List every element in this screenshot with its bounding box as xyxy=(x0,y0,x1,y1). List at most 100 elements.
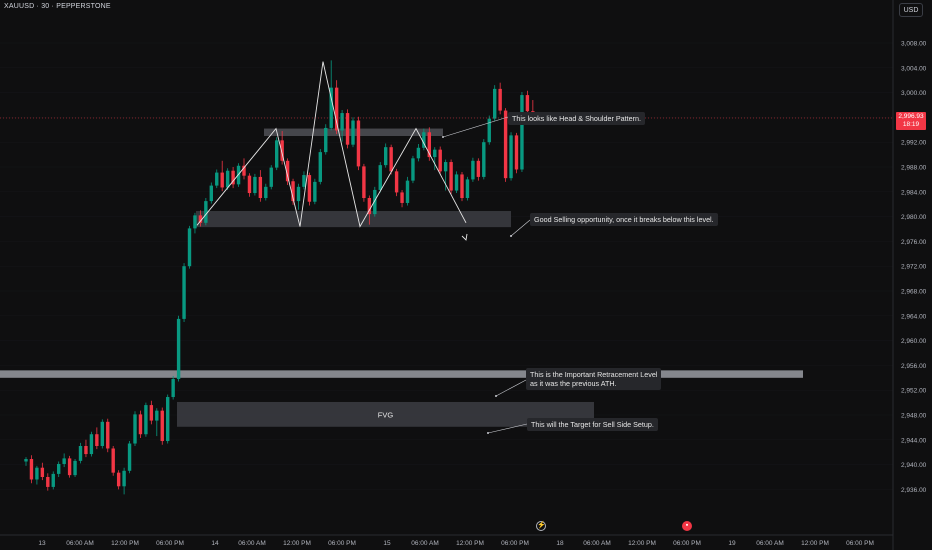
previous-ath-level[interactable] xyxy=(0,370,803,378)
time-tick-label: 19 xyxy=(728,540,736,547)
candle-body xyxy=(460,174,464,198)
time-tick-label: 06:00 AM xyxy=(756,540,783,547)
candle-body xyxy=(449,162,453,191)
candle-body xyxy=(509,135,513,179)
pattern-arrowhead xyxy=(461,233,468,241)
bar-countdown: 18:19 xyxy=(902,121,920,128)
time-tick-label: 06:00 PM xyxy=(501,540,529,547)
time-tick-label: 12:00 PM xyxy=(801,540,829,547)
time-tick-label: 06:00 AM xyxy=(411,540,438,547)
price-tick-label: 3,000.00 xyxy=(901,90,927,97)
candle-body xyxy=(400,192,404,203)
candle-body xyxy=(95,434,99,446)
fvg-zone[interactable] xyxy=(177,401,594,427)
candle-body xyxy=(67,458,72,476)
currency-button[interactable]: USD xyxy=(899,3,923,17)
last-price-badge: 2,996.93 18:19 xyxy=(896,112,926,130)
candle-body xyxy=(253,176,257,194)
candle-body xyxy=(367,198,372,215)
candle-body xyxy=(51,473,55,487)
candle-body xyxy=(269,167,273,187)
candle-body xyxy=(62,458,66,464)
price-tick-label: 2,980.00 xyxy=(901,214,927,221)
candle-body xyxy=(356,120,361,167)
price-tick-label: 2,944.00 xyxy=(901,437,927,444)
time-tick-label: 12:00 PM xyxy=(628,540,656,547)
candle-body xyxy=(247,175,252,194)
candle-body xyxy=(313,181,317,202)
candle-body xyxy=(242,165,246,176)
price-tick-label: 2,952.00 xyxy=(901,388,927,395)
candle-body xyxy=(324,127,328,153)
candle-body xyxy=(133,414,137,444)
pattern-polyline xyxy=(196,61,467,228)
candle-body xyxy=(57,463,61,474)
candle-body xyxy=(318,152,322,182)
time-tick-label: 06:00 AM xyxy=(583,540,610,547)
time-tick-label: 06:00 AM xyxy=(66,540,93,547)
candle-body xyxy=(171,379,175,398)
candle-body xyxy=(307,175,312,202)
candle-body xyxy=(454,174,459,191)
candle-body xyxy=(520,95,524,170)
leader-dot xyxy=(487,432,489,434)
candle-body xyxy=(482,142,486,177)
candle-body xyxy=(73,460,77,476)
candle-body xyxy=(411,158,415,181)
head-shoulder-note: This looks like Head & Shoulder Pattern. xyxy=(508,112,646,125)
time-axis[interactable]: 13 06:00 AM 12:00 PM 06:00 PM 14 06:00 AM 12:0… xyxy=(38,540,874,547)
selling-note: Good Selling opportunity, once it breaks… xyxy=(530,213,718,226)
price-tick-label: 2,984.00 xyxy=(901,189,927,196)
candle-body xyxy=(264,186,268,198)
candle-body xyxy=(215,172,219,186)
leader-dot xyxy=(442,136,444,138)
symbol-title[interactable]: XAUUSD · 30 · PEPPERSTONE xyxy=(4,3,111,10)
head-shoulder-pattern-path xyxy=(196,61,468,241)
leader-dot xyxy=(495,395,497,397)
candle-body xyxy=(465,179,470,198)
candle-body xyxy=(127,443,132,471)
time-tick-label: 12:00 PM xyxy=(111,540,139,547)
candle-body xyxy=(334,87,339,131)
candle-body xyxy=(29,459,34,480)
candle-body xyxy=(498,88,502,111)
candle-body xyxy=(209,185,213,202)
candle-body xyxy=(362,166,366,198)
candle-body xyxy=(280,140,284,161)
time-tick-label: 12:00 PM xyxy=(283,540,311,547)
candle-body xyxy=(514,135,519,170)
candle-body xyxy=(531,111,535,112)
candle-body xyxy=(443,162,448,172)
price-tick-label: 2,976.00 xyxy=(901,239,927,246)
neckline-zone[interactable] xyxy=(196,211,511,228)
annotation-leaders xyxy=(442,116,531,434)
price-tick-label: 3,004.00 xyxy=(901,65,927,72)
candle-body xyxy=(193,215,197,229)
economic-event-icon[interactable]: ▪ xyxy=(682,521,692,531)
candle-body xyxy=(35,467,39,480)
time-tick-label: 14 xyxy=(211,540,219,547)
candle-body xyxy=(138,414,143,435)
price-tick-label: 2,936.00 xyxy=(901,487,927,494)
last-price-value: 2,996.93 xyxy=(898,113,924,120)
candle-body xyxy=(144,405,148,435)
candle-body xyxy=(329,87,333,128)
candle-body xyxy=(111,448,115,473)
time-tick-label: 15 xyxy=(383,540,391,547)
lightning-icon[interactable]: ⚡ xyxy=(536,521,546,531)
time-tick-label: 06:00 PM xyxy=(846,540,874,547)
candle-body xyxy=(84,446,88,455)
time-tick-label: 06:00 PM xyxy=(156,540,184,547)
fvg-label: FVG xyxy=(378,410,394,419)
candle-body xyxy=(198,215,203,223)
price-tick-label: 2,956.00 xyxy=(901,363,927,370)
candle-body xyxy=(471,160,475,180)
candle-body xyxy=(394,171,399,193)
price-tick-label: 3,008.00 xyxy=(901,41,927,48)
price-axis[interactable]: 2,936.00 2,940.00 2,944.00 2,948.00 2,952.00… xyxy=(901,41,927,494)
time-tick-label: 06:00 AM xyxy=(238,540,265,547)
candle-body xyxy=(438,149,442,172)
candle-body xyxy=(231,170,235,185)
candle-body xyxy=(291,181,295,202)
